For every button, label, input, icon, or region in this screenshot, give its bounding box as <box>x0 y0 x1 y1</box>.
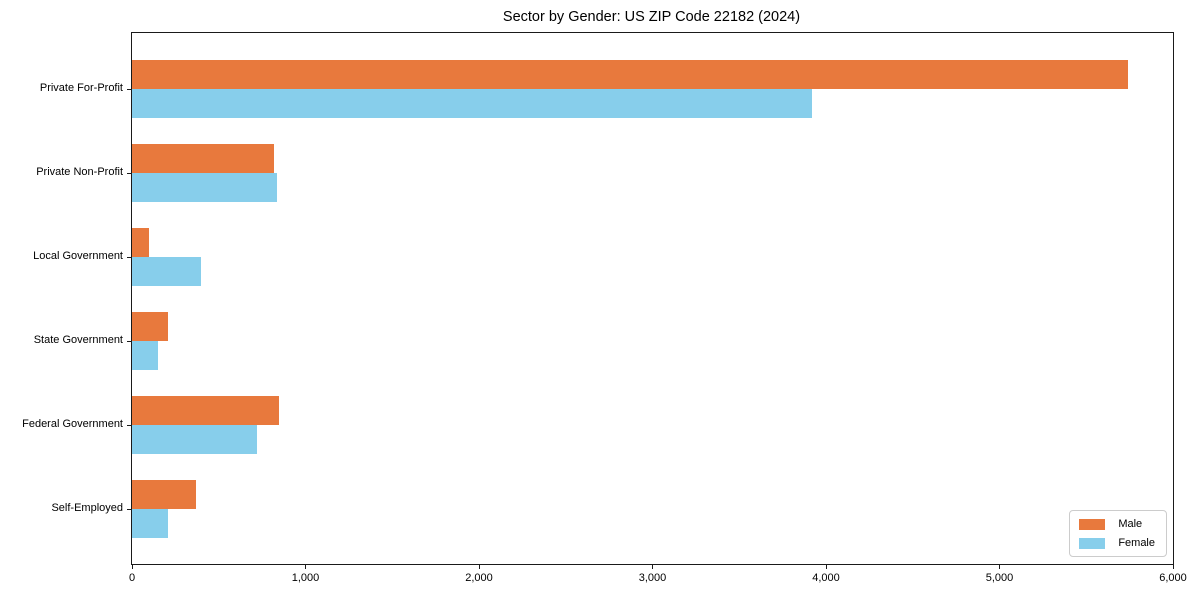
legend-swatch-female <box>1079 537 1106 549</box>
plot-area: Private For-Profit Private Non-Profit Loca… <box>22 32 1187 584</box>
y-axis-category-label: Local Government <box>33 250 123 262</box>
legend: Male Female <box>1069 510 1167 557</box>
x-axis-tick <box>305 565 306 569</box>
bar-female-self-employed <box>132 509 169 538</box>
y-axis-category-label: State Government <box>33 334 123 346</box>
bar-male-private-for-profit <box>132 60 1128 89</box>
x-axis-tick-label: 6,000 <box>1159 572 1187 584</box>
x-axis-tick <box>478 565 480 569</box>
x-axis-tick <box>652 565 653 569</box>
bar-female-private-for-profit <box>132 89 813 118</box>
y-axis-category-label: Private Non-Profit <box>36 166 123 178</box>
x-axis-tick <box>131 565 133 569</box>
y-axis-tick <box>127 257 131 258</box>
x-axis-tick <box>999 565 1000 569</box>
bar-female-private-non-profit <box>132 173 277 202</box>
bar-female-state-government <box>132 341 158 370</box>
bar-female-local-government <box>132 257 202 286</box>
legend-item-female: Female <box>1079 537 1155 549</box>
legend-swatch-male <box>1079 518 1106 530</box>
x-axis-tick-label: 3,000 <box>638 572 667 584</box>
x-axis-tick-label: 2,000 <box>465 572 493 584</box>
x-axis-tick <box>1172 565 1174 569</box>
chart-title: Sector by Gender: US ZIP Code 22182 (202… <box>502 9 801 25</box>
bar-male-local-government <box>132 228 150 257</box>
bar-male-federal-government <box>132 396 279 425</box>
x-axis-tick-label: 1,000 <box>291 572 320 584</box>
y-axis-category-label: Private For-Profit <box>39 82 123 94</box>
y-axis-tick <box>127 509 131 510</box>
bar-male-state-government <box>132 312 169 341</box>
y-axis-tick <box>127 173 131 174</box>
x-axis-tick <box>825 565 827 569</box>
bar-male-self-employed <box>132 480 197 509</box>
bar-female-federal-government <box>132 425 257 454</box>
x-axis-tick-label: 4,000 <box>812 572 840 584</box>
y-axis-tick <box>127 89 131 90</box>
legend-label-male: Male <box>1118 518 1143 530</box>
legend-label-female: Female <box>1118 537 1155 549</box>
legend-item-male: Male <box>1079 518 1155 530</box>
y-axis-tick <box>127 425 131 426</box>
y-axis-category-label: Self-Employed <box>51 502 123 514</box>
bar-male-private-non-profit <box>132 144 275 173</box>
y-axis-tick <box>127 341 131 342</box>
x-axis-tick-label: 5,000 <box>985 572 1014 584</box>
y-axis-category-label: Federal Government <box>22 418 123 430</box>
x-axis-tick-label: 0 <box>128 572 136 584</box>
